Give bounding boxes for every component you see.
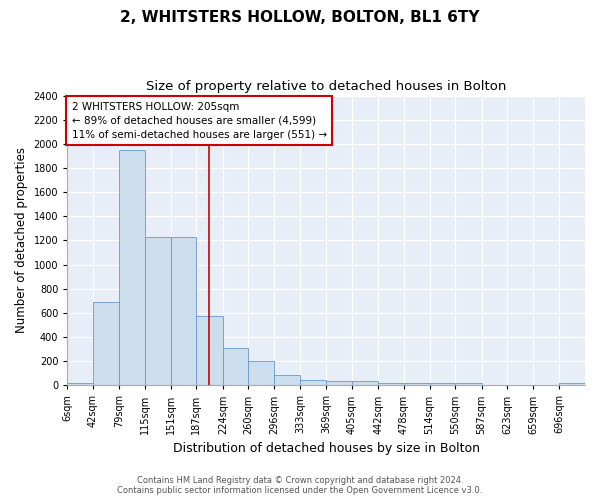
Bar	[326, 381, 352, 386]
Bar	[171, 237, 196, 386]
Bar	[378, 383, 404, 386]
Title: Size of property relative to detached houses in Bolton: Size of property relative to detached ho…	[146, 80, 506, 93]
Bar	[196, 316, 223, 386]
Bar	[352, 381, 378, 386]
Bar	[455, 384, 482, 386]
Bar	[223, 348, 248, 386]
Bar	[145, 237, 171, 386]
Bar	[274, 375, 301, 386]
Bar	[119, 150, 145, 386]
Bar	[559, 383, 585, 386]
Text: Contains HM Land Registry data © Crown copyright and database right 2024.
Contai: Contains HM Land Registry data © Crown c…	[118, 476, 482, 495]
Bar	[67, 383, 93, 386]
X-axis label: Distribution of detached houses by size in Bolton: Distribution of detached houses by size …	[173, 442, 479, 455]
Text: 2, WHITSTERS HOLLOW, BOLTON, BL1 6TY: 2, WHITSTERS HOLLOW, BOLTON, BL1 6TY	[120, 10, 480, 25]
Bar	[404, 383, 430, 386]
Bar	[248, 361, 274, 386]
Text: 2 WHITSTERS HOLLOW: 205sqm
← 89% of detached houses are smaller (4,599)
11% of s: 2 WHITSTERS HOLLOW: 205sqm ← 89% of deta…	[71, 102, 327, 140]
Bar	[93, 302, 119, 386]
Bar	[430, 384, 455, 386]
Y-axis label: Number of detached properties: Number of detached properties	[15, 148, 28, 334]
Bar	[301, 380, 326, 386]
